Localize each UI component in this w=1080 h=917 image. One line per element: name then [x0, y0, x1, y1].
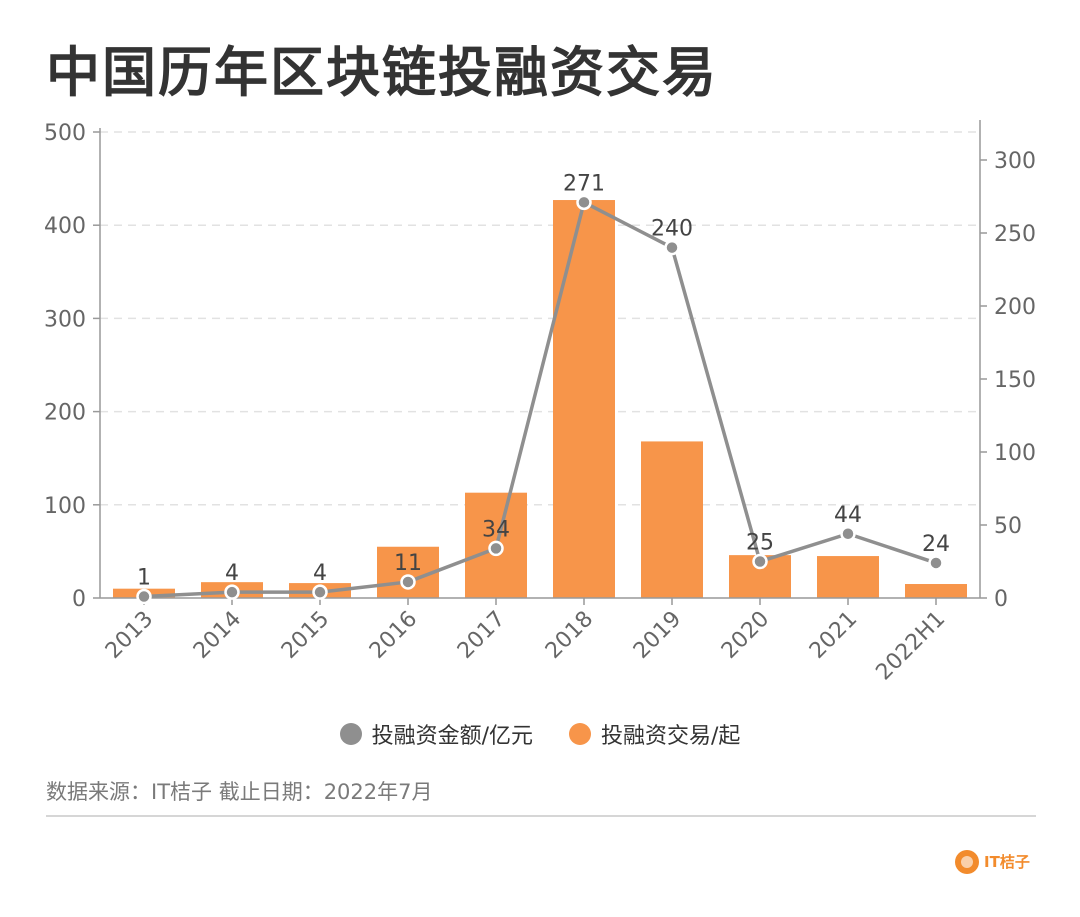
bar — [553, 200, 615, 598]
x-tick-label: 2019 — [629, 607, 686, 664]
data-label: 4 — [225, 561, 239, 586]
left-tick-label: 100 — [44, 494, 86, 519]
data-label: 271 — [563, 171, 605, 196]
right-tick-label: 300 — [994, 149, 1036, 174]
x-tick-label: 2017 — [453, 607, 510, 664]
line-point — [576, 194, 592, 211]
line-point — [752, 553, 768, 570]
right-tick-label: 200 — [994, 295, 1036, 320]
right-tick-label: 0 — [994, 587, 1008, 612]
x-tick-label: 2015 — [277, 607, 334, 664]
data-label: 1 — [137, 566, 151, 591]
legend-dot-deals — [569, 723, 591, 745]
line-point — [136, 588, 152, 605]
left-tick-label: 400 — [44, 214, 86, 239]
legend-item-deals[interactable]: 投融资交易/起 — [569, 718, 740, 750]
line-point — [400, 574, 416, 590]
line-point — [312, 584, 328, 600]
left-tick-label: 500 — [44, 121, 86, 146]
divider — [46, 815, 1036, 817]
orange-logo-icon — [955, 850, 979, 874]
right-tick-label: 50 — [994, 514, 1022, 539]
left-tick-label: 200 — [44, 401, 86, 426]
brand-mark: IT桔子 — [955, 850, 1030, 874]
legend-dot-amount — [339, 723, 362, 745]
bar — [905, 584, 967, 598]
data-label: 4 — [313, 561, 327, 586]
source-note: 数据来源：IT桔子 截止日期：2022年7月 — [46, 780, 433, 804]
line-point — [840, 526, 856, 542]
x-tick-label: 2020 — [717, 607, 774, 664]
data-label: 25 — [746, 531, 774, 556]
left-tick-label: 0 — [72, 587, 86, 612]
x-tick-label: 2016 — [365, 607, 422, 664]
data-label: 11 — [394, 551, 422, 576]
right-tick-label: 100 — [994, 441, 1036, 466]
x-tick-label: 2022H1 — [871, 607, 950, 686]
right-tick-label: 250 — [994, 222, 1036, 247]
x-tick-label: 2014 — [189, 607, 246, 664]
legend-item-amount[interactable]: 投融资金额/亿元 — [339, 718, 533, 750]
line-point — [928, 555, 944, 571]
legend-label-deals: 投融资交易/起 — [601, 724, 741, 749]
line-point — [664, 239, 680, 256]
chart-title: 中国历年区块链投融资交易 — [46, 41, 718, 104]
x-tick-label: 2021 — [805, 607, 862, 664]
line-point — [488, 540, 504, 557]
bar — [817, 556, 879, 598]
data-label: 44 — [834, 503, 862, 528]
x-tick-label: 2013 — [101, 607, 158, 664]
legend: 投融资金额/亿元 投融资交易/起 — [0, 718, 1080, 750]
data-label: 34 — [482, 517, 510, 542]
data-label: 24 — [922, 532, 950, 557]
chart: 0 100 200 300 400 500 0 50 100 150 200 250 300 2013 20… — [44, 120, 1036, 686]
right-tick-label: 150 — [994, 368, 1036, 393]
brand-name: IT桔子 — [984, 852, 1030, 871]
data-label: 240 — [651, 217, 693, 242]
line-point — [224, 584, 240, 600]
legend-label-amount: 投融资金额/亿元 — [371, 724, 533, 749]
left-tick-label: 300 — [44, 307, 86, 332]
x-tick-label: 2018 — [541, 607, 598, 664]
line-series-amount — [143, 200, 937, 599]
bar — [641, 441, 703, 598]
